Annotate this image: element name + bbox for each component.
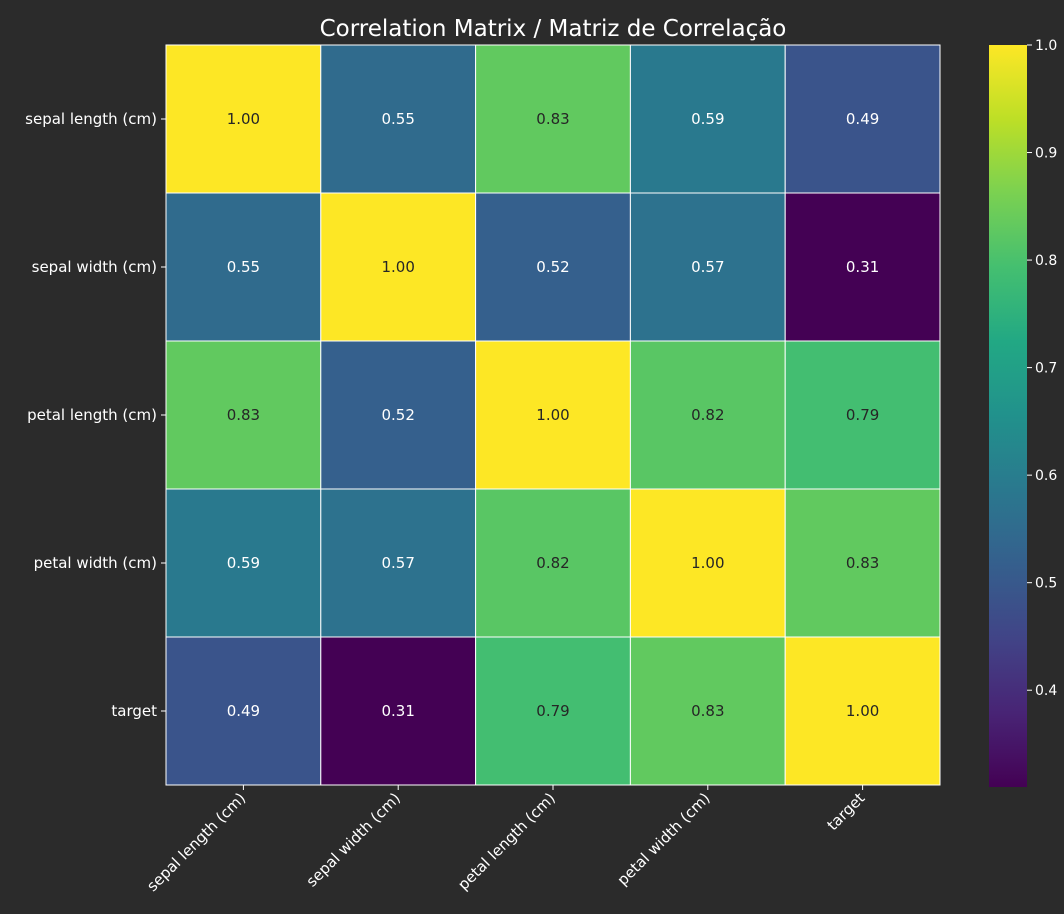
column-tick-label: petal width (cm): [614, 789, 714, 889]
cell-value-label: 1.00: [536, 406, 569, 424]
cell-value-label: 0.55: [227, 258, 260, 276]
heatmap-cell: [320, 340, 477, 490]
heatmap-cell: [165, 636, 322, 786]
colorbar-tick-label: 1.0: [1035, 38, 1057, 54]
cell-value-label: 1.00: [381, 258, 414, 276]
cell-value-label: 0.31: [381, 702, 414, 720]
cell-value-label: 1.00: [691, 554, 724, 572]
cell-value-label: 0.52: [381, 406, 414, 424]
colorbar: 0.4 0.5 0.6 0.7 0.8 0.9 1.0: [989, 38, 1057, 787]
cell-value-label: 0.83: [536, 110, 569, 128]
chart-title: Correlation Matrix / Matriz de Correlaçã…: [320, 16, 787, 42]
heatmap-cell: [475, 192, 631, 342]
heatmap-cell: [784, 636, 941, 786]
heatmap-cell: [629, 340, 786, 490]
cell-value-label: 0.82: [691, 406, 724, 424]
cell-value-label: 0.57: [381, 554, 414, 572]
cell-value-label: 1.00: [227, 110, 260, 128]
heatmap-cell: [629, 488, 786, 638]
colorbar-tick-label: 0.7: [1035, 361, 1057, 377]
cell-value-label: 0.49: [227, 702, 260, 720]
heatmap-cell: [475, 340, 631, 490]
cell-value-label: 0.82: [536, 554, 569, 572]
column-tick-label: sepal width (cm): [303, 789, 404, 890]
row-tick-labels: sepal length (cm) sepal width (cm) petal l…: [25, 110, 166, 720]
row-tick-label: sepal width (cm): [32, 258, 157, 276]
heatmap-cell: [320, 192, 477, 342]
heatmap-cell: [784, 340, 941, 490]
cell-value-label: 0.83: [846, 554, 879, 572]
cell-value-label: 0.49: [846, 110, 879, 128]
colorbar-tick-label: 0.8: [1035, 253, 1057, 269]
cell-value-label: 0.83: [227, 406, 260, 424]
column-tick-label: target: [823, 789, 868, 834]
colorbar-tick-label: 0.9: [1035, 146, 1057, 162]
cell-value-label: 1.00: [846, 702, 879, 720]
row-tick-label: petal length (cm): [27, 406, 157, 424]
heatmap-cell: [475, 488, 631, 638]
heatmap-cell: [475, 44, 631, 194]
colorbar-tick-label: 0.4: [1035, 683, 1057, 699]
cell-value-label: 0.83: [691, 702, 724, 720]
cell-value-label: 0.55: [381, 110, 414, 128]
heatmap-cell: [320, 44, 477, 194]
heatmap-cell: [475, 636, 631, 786]
row-tick-label: sepal length (cm): [25, 110, 157, 128]
cell-value-label: 0.59: [691, 110, 724, 128]
cell-value-label: 0.31: [846, 258, 879, 276]
row-tick-label: petal width (cm): [34, 554, 157, 572]
row-tick-label: target: [111, 702, 157, 720]
colorbar-gradient: [989, 45, 1027, 787]
cell-value-label: 0.52: [536, 258, 569, 276]
heatmap-cells: 1.00 0.55 0.83 0.59 0.49 0.55 1.00 0.52 0.57 0.31…: [165, 44, 941, 786]
heatmap-cell: [629, 44, 786, 194]
colorbar-tick-label: 0.5: [1035, 576, 1057, 592]
cell-value-label: 0.57: [691, 258, 724, 276]
heatmap-cell: [165, 192, 322, 342]
cell-value-label: 0.79: [846, 406, 879, 424]
heatmap-cell: [784, 488, 941, 638]
colorbar-tick-label: 0.6: [1035, 468, 1057, 484]
cell-value-label: 0.79: [536, 702, 569, 720]
cell-value-label: 0.59: [227, 554, 260, 572]
heatmap-cell: [320, 488, 477, 638]
heatmap-cell: [784, 192, 941, 342]
column-tick-labels: sepal length (cm) sepal width (cm) petal l…: [143, 785, 869, 895]
column-tick-label: petal length (cm): [454, 789, 559, 894]
heatmap-cell: [165, 44, 322, 194]
column-tick-label: sepal length (cm): [143, 789, 249, 895]
heatmap-cell: [784, 44, 941, 194]
heatmap-cell: [320, 636, 477, 786]
